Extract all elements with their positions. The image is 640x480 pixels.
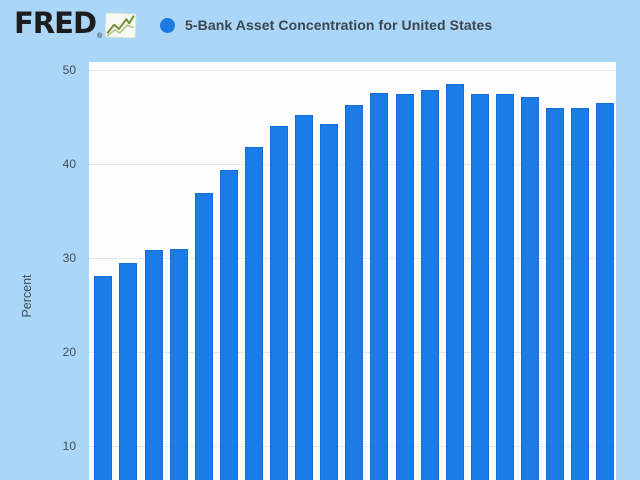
registered-trademark-icon: ®	[97, 33, 103, 40]
bar	[194, 193, 213, 480]
bar	[495, 94, 514, 480]
y-axis-tick-label: 10	[62, 439, 76, 453]
plot-area	[89, 62, 616, 480]
bar	[270, 126, 288, 480]
y-axis-tick-label: 20	[62, 345, 76, 359]
bar	[244, 147, 263, 480]
gridline	[89, 70, 616, 71]
fred-logo: FRED ®	[14, 6, 137, 43]
fred-logo-chart-icon	[104, 12, 137, 43]
y-axis-tick-label: 30	[62, 251, 76, 265]
bar	[219, 169, 238, 480]
bar	[119, 262, 138, 480]
bar	[94, 275, 113, 480]
y-axis-tick-label: 40	[62, 157, 76, 171]
y-axis-tick-label: 50	[62, 63, 76, 77]
bar	[470, 94, 489, 480]
bar	[395, 93, 414, 480]
bar	[320, 123, 339, 480]
chart-title: 5-Bank Asset Concentration for United St…	[185, 17, 493, 33]
y-axis-title: Percent	[20, 274, 34, 318]
bar	[420, 89, 439, 480]
bar	[169, 248, 188, 480]
bar	[144, 249, 163, 480]
bar	[295, 115, 314, 480]
legend-marker-dot	[160, 18, 175, 33]
bar	[596, 102, 615, 480]
bar	[521, 97, 539, 480]
bar	[445, 84, 464, 480]
bar	[571, 107, 590, 480]
fred-logo-text: FRED	[14, 6, 97, 40]
bar	[546, 107, 565, 480]
bar	[370, 92, 389, 480]
bar	[345, 104, 364, 480]
